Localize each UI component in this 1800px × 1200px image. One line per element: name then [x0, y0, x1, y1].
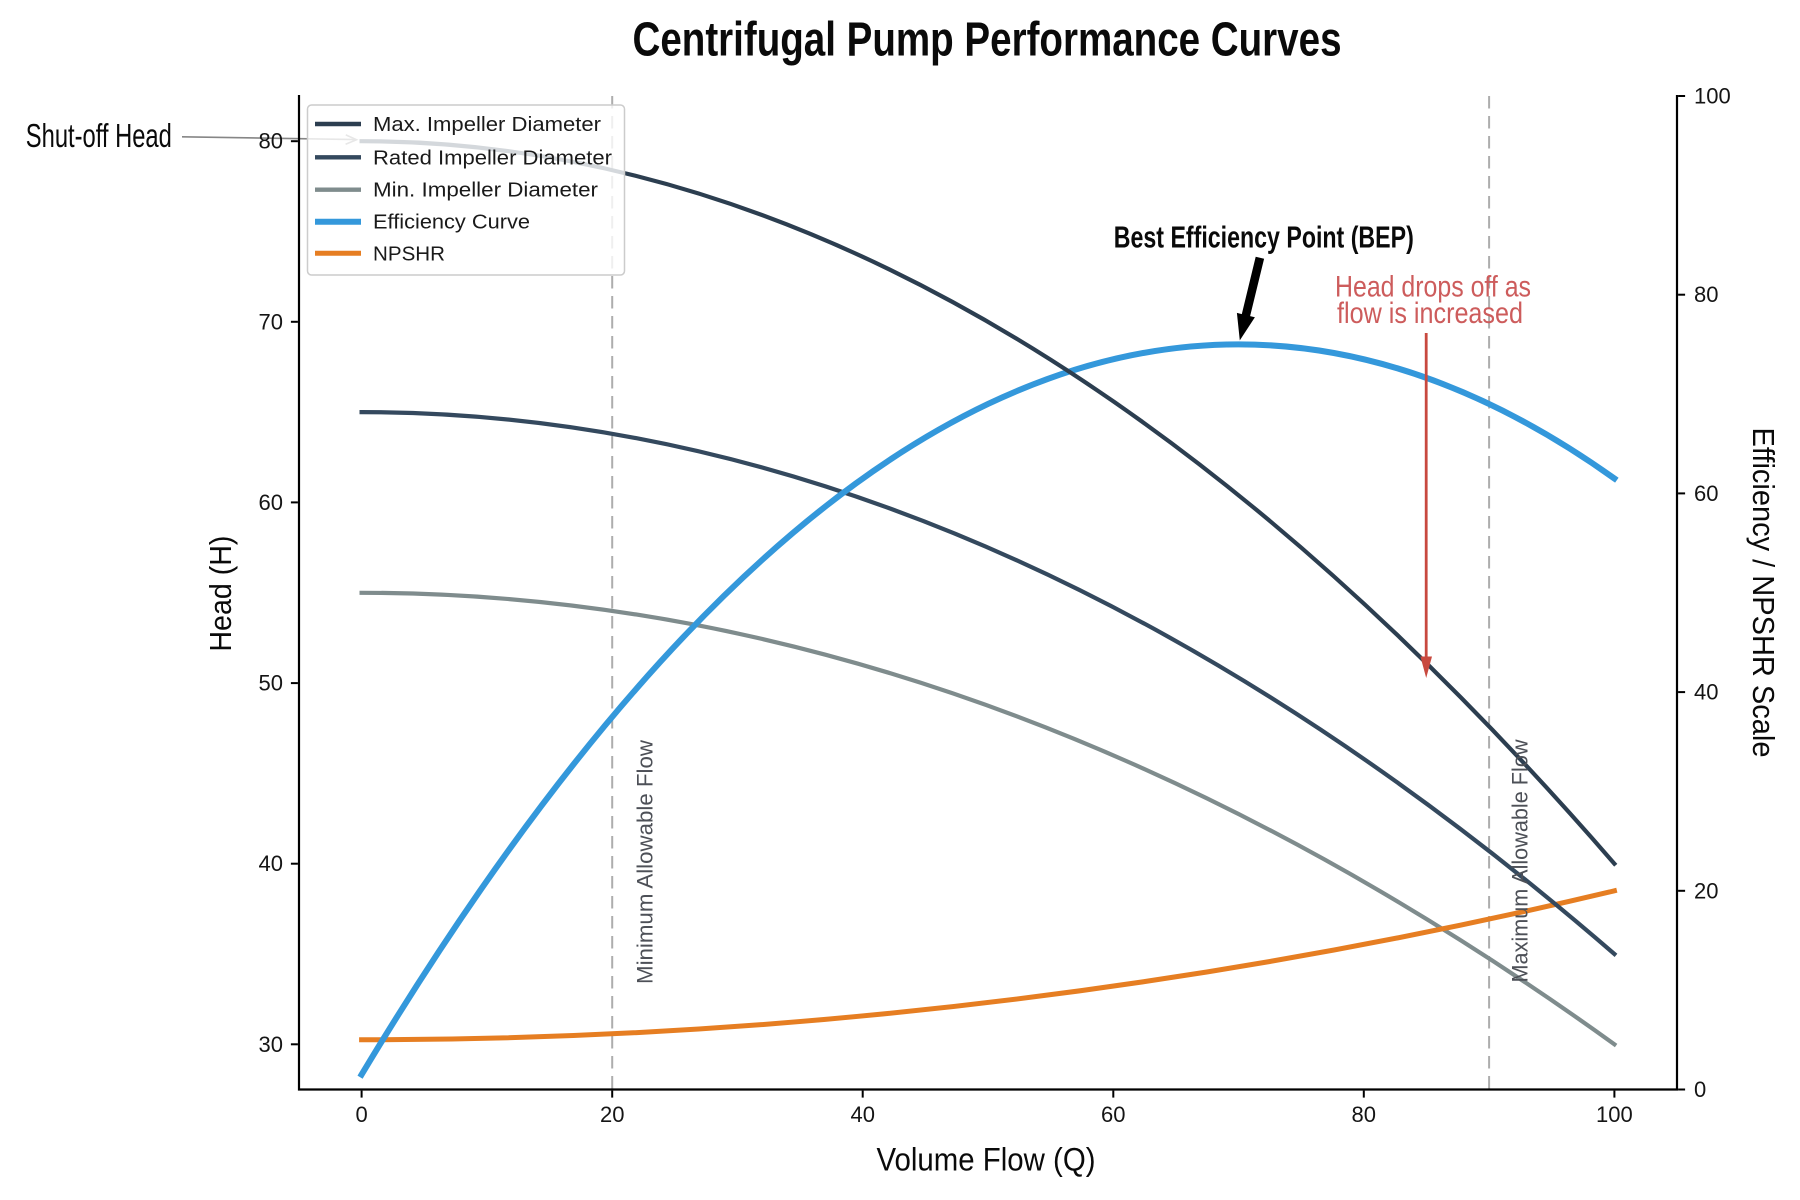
- svg-text:Head drops off as: Head drops off as: [1335, 271, 1531, 304]
- svg-text:100: 100: [1596, 1102, 1633, 1127]
- svg-text:0: 0: [355, 1102, 367, 1127]
- svg-text:Best Efficiency Point (BEP): Best Efficiency Point (BEP): [1114, 220, 1414, 255]
- svg-text:Max. Impeller Diameter: Max. Impeller Diameter: [373, 114, 601, 136]
- svg-text:80: 80: [1352, 1102, 1376, 1127]
- svg-text:80: 80: [259, 129, 283, 154]
- svg-text:60: 60: [1101, 1102, 1125, 1127]
- svg-text:Efficiency / NPSHR Scale: Efficiency / NPSHR Scale: [1746, 428, 1781, 758]
- svg-text:Volume Flow (Q): Volume Flow (Q): [877, 1142, 1096, 1178]
- svg-text:NPSHR: NPSHR: [373, 243, 445, 265]
- svg-text:Efficiency Curve: Efficiency Curve: [373, 212, 530, 234]
- svg-text:30: 30: [259, 1032, 283, 1057]
- svg-text:60: 60: [259, 490, 283, 515]
- svg-text:Shut-off Head: Shut-off Head: [26, 117, 172, 154]
- svg-text:Min. Impeller Diameter: Min. Impeller Diameter: [373, 180, 598, 202]
- svg-text:20: 20: [600, 1102, 624, 1127]
- svg-text:100: 100: [1694, 84, 1731, 109]
- svg-text:flow is increased: flow is increased: [1337, 297, 1523, 330]
- svg-text:40: 40: [850, 1102, 874, 1127]
- svg-text:Head (H): Head (H): [203, 536, 238, 652]
- svg-text:80: 80: [1694, 282, 1718, 307]
- svg-text:Centrifugal Pump Performance C: Centrifugal Pump Performance Curves: [633, 14, 1342, 67]
- svg-text:Maximum Allowable Flow: Maximum Allowable Flow: [1508, 739, 1533, 982]
- svg-text:70: 70: [259, 309, 283, 334]
- svg-text:20: 20: [1694, 878, 1718, 903]
- svg-text:Minimum Allowable Flow: Minimum Allowable Flow: [633, 740, 658, 984]
- svg-text:60: 60: [1694, 481, 1718, 506]
- svg-text:0: 0: [1694, 1077, 1706, 1102]
- svg-text:50: 50: [259, 671, 283, 696]
- svg-text:40: 40: [1694, 680, 1718, 705]
- svg-text:Rated Impeller Diameter: Rated Impeller Diameter: [373, 147, 612, 169]
- svg-text:40: 40: [259, 851, 283, 876]
